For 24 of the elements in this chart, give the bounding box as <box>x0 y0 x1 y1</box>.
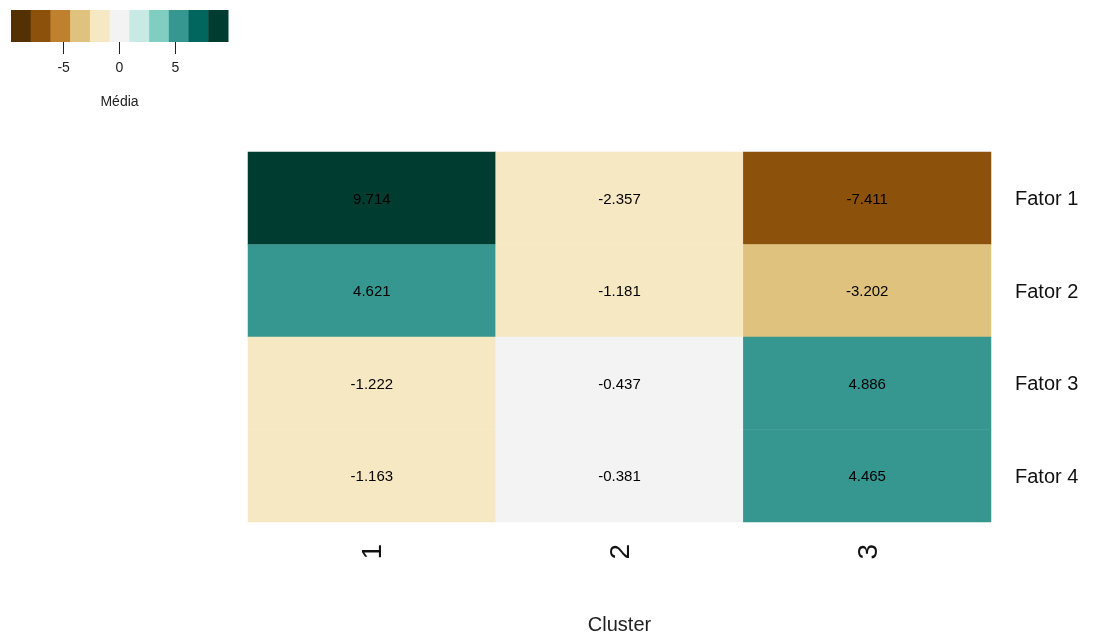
data-label: 9.714 <box>353 189 391 207</box>
color-bar-label: 0 <box>115 59 124 75</box>
color-bar-label: -5 <box>57 59 71 75</box>
y-tick-label: Fator 2 <box>1015 279 1079 302</box>
y-tick-label: Fator 4 <box>1015 464 1079 487</box>
data-label: -2.357 <box>598 189 641 207</box>
x-axis-title: Cluster <box>587 613 652 635</box>
color-bar-title: Média <box>100 93 139 109</box>
x-tick-label: 1 <box>356 544 388 560</box>
data-label: 4.621 <box>353 282 391 300</box>
data-label: -0.437 <box>598 374 641 392</box>
data-label: 4.465 <box>848 467 886 485</box>
data-label: -1.222 <box>350 374 394 392</box>
data-label: 4.886 <box>848 374 886 392</box>
color-bar-label: 5 <box>171 59 180 75</box>
x-tick-label: 2 <box>604 544 635 560</box>
data-label: -0.381 <box>598 467 641 485</box>
data-label: -1.181 <box>598 282 641 300</box>
data-label: -3.202 <box>845 282 889 300</box>
y-tick-label: Fator 3 <box>1015 372 1079 395</box>
x-tick-label: 3 <box>851 544 883 560</box>
y-tick-label: Fator 1 <box>1015 187 1079 210</box>
data-label: -1.163 <box>350 467 394 485</box>
data-label: -7.411 <box>846 189 888 207</box>
